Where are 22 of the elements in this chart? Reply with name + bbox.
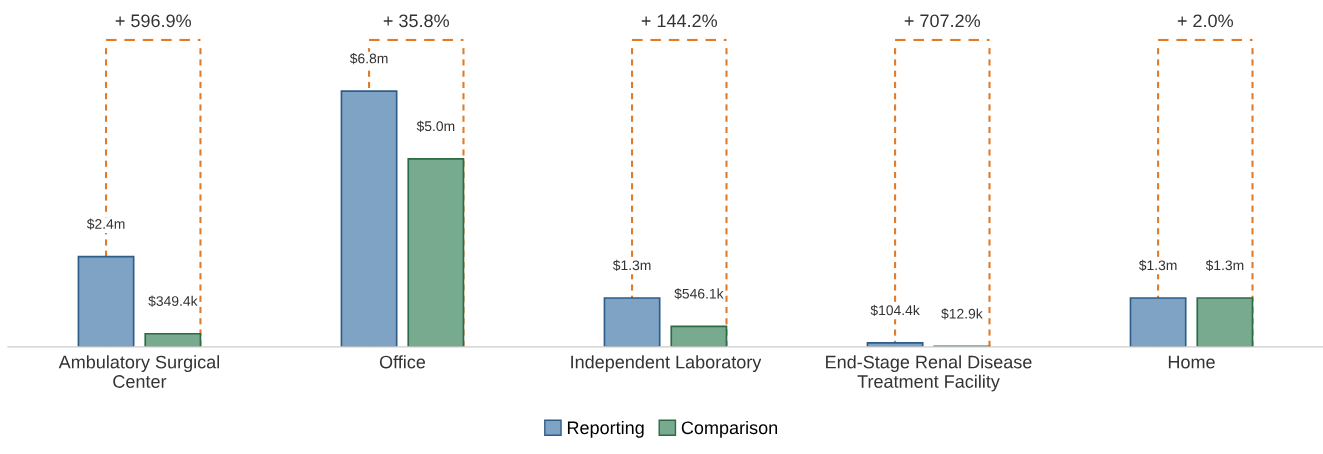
x-tick-label: Office: [379, 355, 426, 369]
data-label: $104.4k: [870, 304, 920, 317]
data-label: $1.3m: [612, 259, 651, 272]
legend-label: Reporting: [567, 420, 644, 438]
text: + 35.8%: [383, 14, 449, 28]
x-tick-label: Ambulatory Surgical Center: [58, 355, 220, 388]
text: + 2.0%: [1177, 14, 1234, 28]
data-label: $1.3m: [1138, 259, 1177, 272]
data-label: $1.3m: [1205, 259, 1244, 272]
text: + 144.2%: [641, 14, 718, 28]
legend-label: Comparison: [681, 420, 778, 438]
data-label: $12.9k: [941, 308, 983, 320]
x-tick-label: Independent Laboratory: [571, 355, 762, 373]
data-label: $2.4m: [86, 218, 125, 230]
data-label: $349.4k: [148, 295, 198, 307]
x-tick-label: End-Stage Renal Disease Treatment Facility: [826, 355, 1032, 392]
data-label: $5.0m: [416, 120, 455, 132]
text: + 596.9%: [115, 14, 192, 28]
data-label: $546.1k: [674, 288, 724, 300]
text: + 707.2%: [904, 14, 981, 28]
x-tick-label: Home: [1168, 355, 1215, 369]
data-label: $6.8m: [349, 52, 388, 65]
